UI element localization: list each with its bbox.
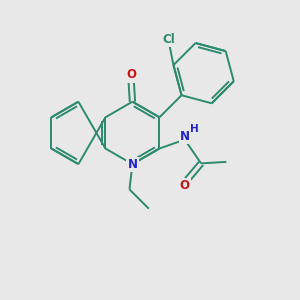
Text: N: N — [128, 158, 137, 171]
Text: O: O — [126, 68, 136, 82]
Text: O: O — [180, 179, 190, 192]
Text: Cl: Cl — [163, 33, 176, 46]
Text: H: H — [190, 124, 199, 134]
Text: N: N — [180, 130, 190, 142]
